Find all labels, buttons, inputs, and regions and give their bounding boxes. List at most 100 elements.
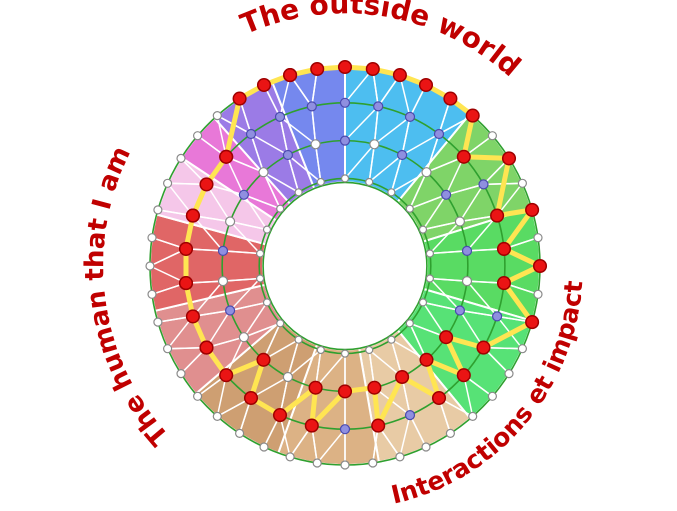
node-white[interactable] bbox=[262, 225, 272, 234]
node-white[interactable] bbox=[445, 428, 455, 438]
red-node[interactable] bbox=[439, 330, 454, 345]
node-white[interactable] bbox=[421, 167, 432, 178]
red-node[interactable] bbox=[496, 276, 512, 291]
node-purple[interactable] bbox=[441, 189, 452, 200]
node-white[interactable] bbox=[418, 298, 428, 307]
node-white[interactable] bbox=[387, 335, 396, 344]
node-white[interactable] bbox=[176, 369, 186, 379]
node-white[interactable] bbox=[340, 349, 350, 358]
node-white[interactable] bbox=[316, 345, 325, 355]
node-white[interactable] bbox=[454, 216, 465, 227]
node-purple[interactable] bbox=[461, 245, 473, 256]
red-node[interactable] bbox=[456, 368, 471, 383]
node-white[interactable] bbox=[387, 188, 396, 197]
node-white[interactable] bbox=[256, 249, 265, 258]
node-purple[interactable] bbox=[339, 97, 351, 108]
node-white[interactable] bbox=[262, 298, 272, 307]
red-node[interactable] bbox=[308, 380, 323, 395]
red-node[interactable] bbox=[395, 369, 410, 385]
node-purple[interactable] bbox=[245, 128, 257, 140]
red-node[interactable] bbox=[365, 61, 380, 77]
node-white[interactable] bbox=[487, 131, 497, 141]
node-white[interactable] bbox=[163, 178, 173, 188]
red-node[interactable] bbox=[219, 149, 234, 164]
red-node[interactable] bbox=[525, 315, 540, 330]
red-node[interactable] bbox=[243, 390, 259, 406]
red-node[interactable] bbox=[371, 418, 386, 433]
node-white[interactable] bbox=[425, 249, 434, 258]
node-white[interactable] bbox=[517, 344, 528, 354]
red-node[interactable] bbox=[419, 352, 434, 367]
node-white[interactable] bbox=[533, 289, 543, 299]
node-white[interactable] bbox=[405, 204, 414, 213]
node-white[interactable] bbox=[368, 458, 378, 468]
node-purple[interactable] bbox=[339, 135, 351, 146]
red-node[interactable] bbox=[256, 77, 272, 93]
node-purple[interactable] bbox=[373, 101, 384, 112]
red-node[interactable] bbox=[476, 340, 491, 355]
node-white[interactable] bbox=[294, 188, 303, 197]
node-purple[interactable] bbox=[454, 305, 465, 316]
node-white[interactable] bbox=[533, 233, 543, 243]
red-node[interactable] bbox=[465, 108, 480, 123]
red-node[interactable] bbox=[337, 59, 353, 75]
red-node[interactable] bbox=[283, 68, 298, 83]
node-purple[interactable] bbox=[225, 305, 236, 316]
node-white[interactable] bbox=[238, 332, 249, 343]
node-purple[interactable] bbox=[433, 128, 445, 140]
red-node[interactable] bbox=[418, 77, 434, 93]
node-purple[interactable] bbox=[238, 189, 249, 200]
node-white[interactable] bbox=[147, 233, 157, 243]
node-white[interactable] bbox=[487, 391, 497, 401]
node-white[interactable] bbox=[395, 452, 405, 462]
node-white[interactable] bbox=[340, 174, 350, 183]
node-white[interactable] bbox=[217, 276, 229, 287]
red-node[interactable] bbox=[272, 408, 288, 423]
node-white[interactable] bbox=[316, 177, 325, 187]
node-purple[interactable] bbox=[404, 111, 416, 123]
node-purple[interactable] bbox=[492, 311, 503, 322]
red-node[interactable] bbox=[496, 241, 512, 256]
node-purple[interactable] bbox=[306, 101, 317, 112]
red-node[interactable] bbox=[431, 390, 447, 406]
node-purple[interactable] bbox=[478, 179, 489, 190]
red-node[interactable] bbox=[185, 208, 200, 223]
red-node[interactable] bbox=[310, 61, 325, 77]
node-white[interactable] bbox=[256, 274, 265, 283]
node-white[interactable] bbox=[425, 274, 434, 283]
node-white[interactable] bbox=[212, 110, 222, 121]
red-node[interactable] bbox=[178, 241, 194, 256]
node-white[interactable] bbox=[365, 177, 374, 187]
red-node[interactable] bbox=[199, 177, 214, 192]
node-white[interactable] bbox=[147, 289, 157, 299]
node-white[interactable] bbox=[235, 428, 245, 438]
red-node[interactable] bbox=[337, 384, 353, 399]
node-white[interactable] bbox=[212, 411, 222, 421]
node-white[interactable] bbox=[276, 319, 285, 328]
node-white[interactable] bbox=[418, 225, 428, 234]
node-white[interactable] bbox=[310, 139, 321, 150]
red-node[interactable] bbox=[525, 202, 540, 217]
node-purple[interactable] bbox=[397, 149, 408, 161]
red-node[interactable] bbox=[178, 276, 194, 291]
node-white[interactable] bbox=[282, 371, 293, 383]
node-white[interactable] bbox=[176, 153, 186, 163]
node-white[interactable] bbox=[285, 452, 295, 462]
node-white[interactable] bbox=[193, 131, 203, 141]
node-white[interactable] bbox=[153, 205, 163, 215]
node-white[interactable] bbox=[340, 460, 350, 470]
red-node[interactable] bbox=[256, 352, 271, 367]
node-white[interactable] bbox=[225, 216, 236, 227]
node-white[interactable] bbox=[145, 261, 155, 271]
node-white[interactable] bbox=[517, 178, 528, 188]
node-white[interactable] bbox=[468, 411, 478, 421]
node-white[interactable] bbox=[294, 335, 303, 344]
node-purple[interactable] bbox=[274, 111, 286, 123]
node-white[interactable] bbox=[163, 344, 173, 354]
red-node[interactable] bbox=[501, 151, 517, 166]
node-purple[interactable] bbox=[404, 410, 416, 421]
node-purple[interactable] bbox=[282, 149, 293, 161]
red-node[interactable] bbox=[304, 418, 319, 433]
red-node[interactable] bbox=[456, 149, 471, 164]
node-white[interactable] bbox=[258, 167, 269, 178]
